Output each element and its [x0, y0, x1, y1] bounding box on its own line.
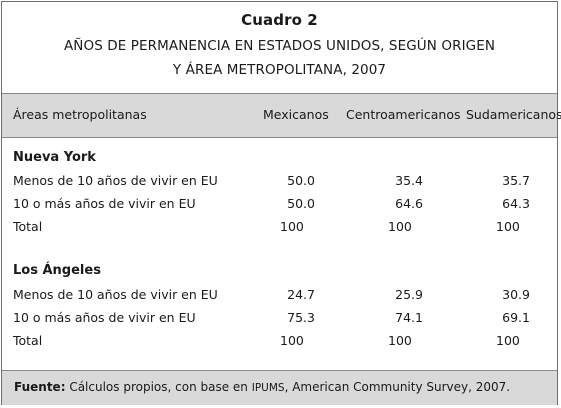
source-note-text: Fuente: Cálculos propios, con base en IP… [14, 380, 510, 394]
table-row-total: Total 100 100 100 [2, 333, 557, 355]
source-note: Fuente: Cálculos propios, con base en IP… [2, 370, 557, 405]
cell-mexicanos: 75.3 [287, 310, 315, 325]
row-label: Menos de 10 años de vivir en EU [13, 287, 218, 302]
cell-centroamericanos: 74.1 [395, 310, 423, 325]
source-text-after: , American Community Survey, 2007. [284, 380, 511, 394]
row-label: 10 o más años de vivir en EU [13, 196, 196, 211]
cell-centroamericanos: 100 [388, 219, 412, 234]
cell-centroamericanos: 35.4 [395, 173, 423, 188]
section-title: Los Ángeles [13, 263, 101, 278]
cell-sudamericanos: 69.1 [502, 310, 530, 325]
cell-centroamericanos: 25.9 [395, 287, 423, 302]
table-row-total: Total 100 100 100 [2, 219, 557, 241]
source-label: Fuente: [14, 380, 66, 394]
table-row: 10 o más años de vivir en EU 75.3 74.1 6… [2, 310, 557, 332]
cell-mexicanos: 50.0 [287, 196, 315, 211]
cell-centroamericanos: 100 [388, 333, 412, 348]
row-label: 10 o más años de vivir en EU [13, 310, 196, 325]
table-number: Cuadro 2 [241, 11, 318, 29]
row-label: Total [13, 333, 43, 348]
section-row-los-angeles: Los Ángeles [2, 263, 557, 285]
cell-sudamericanos: 100 [496, 333, 520, 348]
cell-sudamericanos: 30.9 [502, 287, 530, 302]
column-header-row: Áreas metropolitanas Mexicanos Centroame… [2, 93, 561, 138]
cell-centroamericanos: 64.6 [395, 196, 423, 211]
cell-mexicanos: 100 [280, 219, 304, 234]
table-title-block: Cuadro 2 AÑOS DE PERMANENCIA EN ESTADOS … [2, 2, 557, 93]
row-label: Menos de 10 años de vivir en EU [13, 173, 218, 188]
column-header-centroamericanos: Centroamericanos [346, 107, 461, 122]
table-row: Menos de 10 años de vivir en EU 50.0 35.… [2, 173, 557, 195]
table-title-line-1: AÑOS DE PERMANENCIA EN ESTADOS UNIDOS, S… [63, 38, 496, 54]
section-title: Nueva York [13, 150, 96, 165]
cell-mexicanos: 24.7 [287, 287, 315, 302]
cell-sudamericanos: 35.7 [502, 173, 530, 188]
table-row: 10 o más años de vivir en EU 50.0 64.6 6… [2, 196, 557, 218]
table-row: Menos de 10 años de vivir en EU 24.7 25.… [2, 287, 557, 309]
source-abbreviation: IPUMS [251, 382, 285, 394]
source-text-before: Cálculos propios, con base en [65, 380, 252, 394]
cell-mexicanos: 100 [280, 333, 304, 348]
cell-mexicanos: 50.0 [287, 173, 315, 188]
column-header-area: Áreas metropolitanas [13, 107, 147, 122]
cell-sudamericanos: 64.3 [502, 196, 530, 211]
section-row-nueva-york: Nueva York [2, 150, 557, 172]
table-title-line-2: Y ÁREA METROPOLITANA, 2007 [172, 62, 387, 78]
cell-sudamericanos: 100 [496, 219, 520, 234]
row-label: Total [13, 219, 43, 234]
column-header-sudamericanos: Sudamericanos [466, 107, 561, 122]
column-header-mexicanos: Mexicanos [263, 107, 329, 122]
